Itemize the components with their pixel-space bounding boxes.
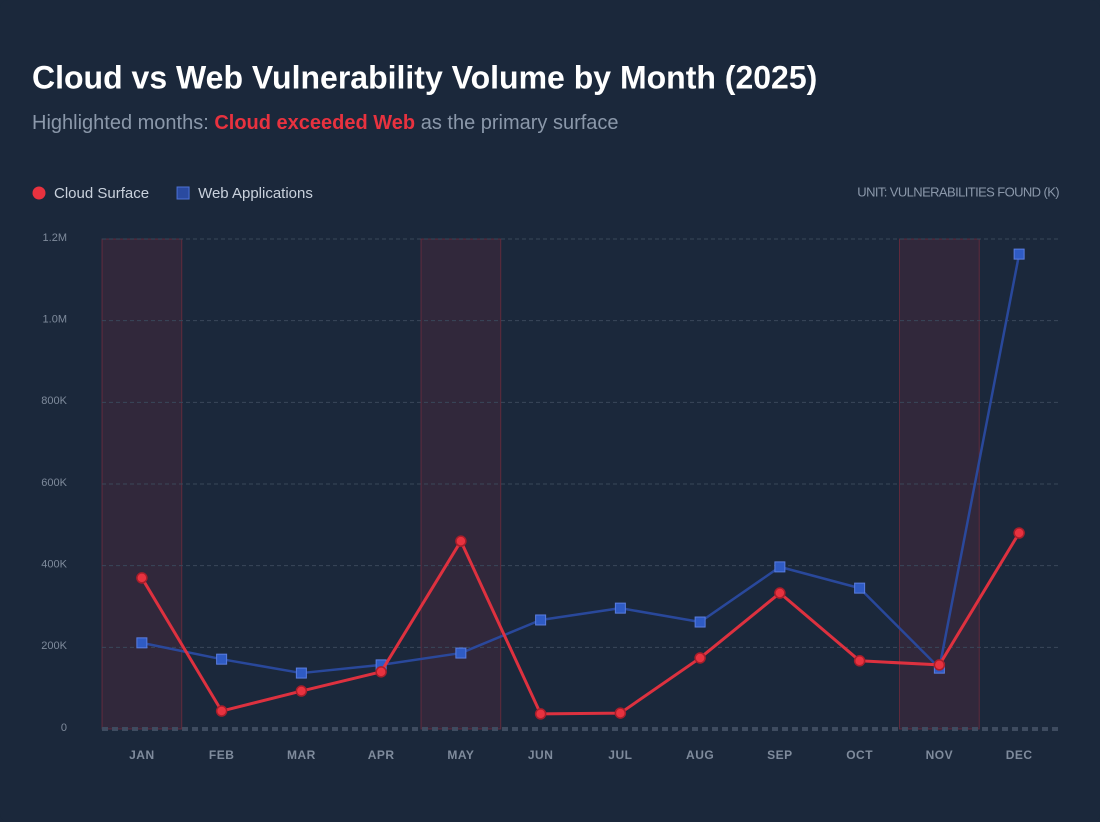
x-tick-label: JAN: [129, 748, 155, 762]
data-point: [1013, 248, 1025, 260]
legend-label: Web Applications: [198, 185, 313, 202]
series-line: [141, 253, 1021, 675]
y-tick-label: 200K: [41, 640, 67, 652]
x-tick-label: AUG: [686, 748, 714, 762]
legend-label: Cloud Surface: [54, 185, 149, 202]
data-point: [933, 659, 946, 671]
data-point: [295, 667, 307, 679]
y-tick-label: 1.2M: [43, 232, 67, 244]
data-point: [295, 685, 308, 697]
data-point: [614, 602, 626, 614]
data-point: [854, 582, 866, 594]
chart-subtitle: Highlighted months: Cloud exceeded Web a…: [32, 112, 619, 134]
data-point: [215, 705, 228, 717]
x-tick-label: MAY: [447, 748, 474, 762]
highlight-band: [899, 238, 980, 730]
data-point: [535, 614, 547, 626]
data-point: [774, 587, 786, 599]
x-tick-label: APR: [368, 748, 395, 762]
data-point: [455, 535, 467, 547]
series-line: [140, 532, 1021, 716]
data-point: [455, 647, 467, 659]
legend-swatch: [32, 186, 46, 200]
data-point: [136, 637, 148, 649]
y-tick-label: 0: [61, 722, 67, 734]
data-point: [614, 707, 627, 719]
x-tick-label: DEC: [1006, 748, 1033, 762]
x-tick-label: JUL: [608, 748, 632, 762]
x-tick-label: FEB: [209, 748, 235, 762]
data-point: [1013, 527, 1025, 539]
data-point: [136, 572, 148, 584]
unit-note: UNIT: VULNERABILITIES FOUND (K): [857, 184, 1059, 199]
data-point: [375, 666, 387, 678]
subtitle-part: as the primary surface: [421, 112, 619, 134]
legend-item: Web Applications: [176, 185, 313, 202]
data-point: [216, 653, 228, 665]
subtitle-highlight: Cloud exceeded Web: [214, 112, 415, 134]
y-tick-label: 600K: [41, 477, 67, 489]
highlight-band: [101, 238, 183, 730]
x-tick-label: NOV: [926, 748, 954, 762]
legend-item: Cloud Surface: [32, 185, 149, 202]
x-tick-label: SEP: [767, 748, 793, 762]
chart-title: Cloud vs Web Vulnerability Volume by Mon…: [32, 59, 817, 95]
x-tick-label: JUN: [528, 748, 554, 762]
data-point: [853, 655, 866, 667]
y-tick-label: 1.0M: [43, 314, 67, 326]
data-point: [534, 708, 547, 720]
x-tick-label: OCT: [846, 748, 873, 762]
legend-swatch: [176, 186, 190, 200]
subtitle-part: Highlighted months:: [32, 112, 209, 134]
y-tick-label: 400K: [41, 559, 67, 571]
data-point: [774, 561, 786, 573]
y-tick-label: 800K: [41, 395, 67, 407]
data-point: [694, 616, 706, 628]
data-point: [694, 652, 706, 664]
x-tick-label: MAR: [287, 748, 316, 762]
